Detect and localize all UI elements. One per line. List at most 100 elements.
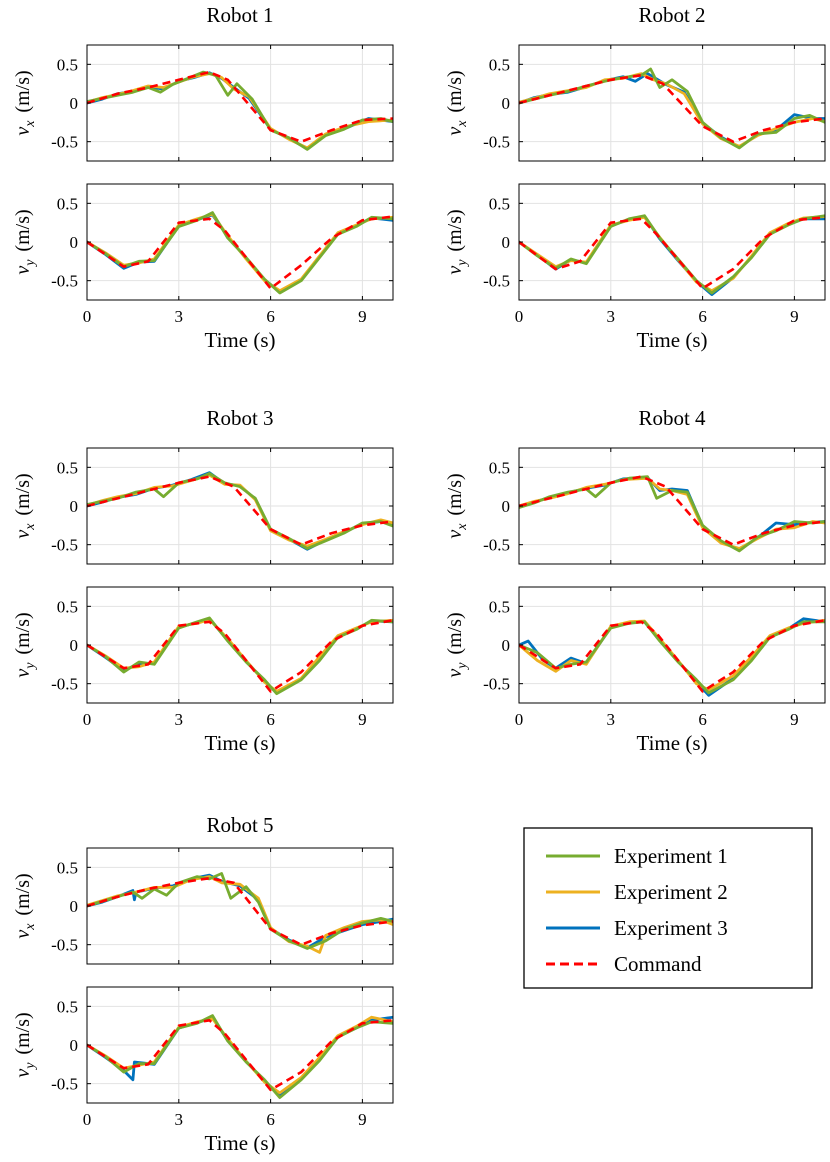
x-tick-label: 3 — [175, 710, 184, 729]
y-tick-label: -0.5 — [51, 536, 78, 555]
x-tick-label: 9 — [358, 307, 367, 326]
robot-panels: Robot 1 -0.5 0 0.5 vx(m/s) -0.5 0 0.5 vy(m/s) 0 3 6… — [12, 3, 826, 1155]
vy-axes: -0.5 0 0.5 vy(m/s) 0 3 6 9 Time (s) — [12, 183, 394, 352]
x-axis-label: Time (s) — [205, 328, 276, 352]
vy-axes: -0.5 0 0.5 vy(m/s) 0 3 6 9 Time (s) — [444, 183, 826, 352]
x-axis-label: Time (s) — [205, 731, 276, 755]
panel-title: Robot 4 — [638, 406, 706, 430]
y-tick-label: 0 — [502, 233, 511, 252]
y-tick-label: -0.5 — [483, 536, 510, 555]
x-tick-label: 6 — [698, 307, 707, 326]
y-tick-label: 0 — [502, 497, 511, 516]
series-line — [87, 872, 393, 950]
vx-axis-label: vx(m/s) — [12, 873, 38, 938]
x-tick-label: 0 — [515, 307, 524, 326]
y-tick-label: 0 — [70, 94, 79, 113]
x-tick-label: 3 — [175, 1110, 184, 1129]
legend: Experiment 1 Experiment 2 Experiment 3 Comm… — [523, 827, 813, 989]
series-line — [87, 473, 393, 548]
vx-axis-label: vx(m/s) — [444, 473, 470, 538]
x-tick-label: 9 — [358, 710, 367, 729]
legend-label: Experiment 3 — [614, 916, 728, 940]
y-tick-label: 0.5 — [489, 597, 510, 616]
y-tick-label: 0.5 — [57, 858, 78, 877]
x-tick-label: 3 — [607, 307, 616, 326]
x-tick-label: 9 — [358, 1110, 367, 1129]
legend-label: Experiment 1 — [614, 844, 728, 868]
y-tick-label: 0.5 — [57, 55, 78, 74]
y-tick-label: 0 — [70, 233, 79, 252]
x-tick-label: 0 — [83, 1110, 92, 1129]
panel-title: Robot 3 — [206, 406, 273, 430]
vy-axes: -0.5 0 0.5 vy(m/s) 0 3 6 9 Time (s) — [12, 986, 394, 1155]
y-tick-label: 0.5 — [57, 597, 78, 616]
y-tick-label: 0 — [502, 636, 511, 655]
y-tick-label: 0.5 — [57, 194, 78, 213]
command-line — [519, 73, 825, 143]
robot-panel: Robot 4 -0.5 0 0.5 vx(m/s) -0.5 0 0.5 vy(m/s) 0 3 6… — [444, 406, 826, 755]
command-line — [87, 876, 393, 947]
panel-title: Robot 1 — [206, 3, 273, 27]
y-tick-label: 0.5 — [57, 458, 78, 477]
command-line — [87, 70, 393, 143]
robot-panel: Robot 2 -0.5 0 0.5 vx(m/s) -0.5 0 0.5 vy(m/s) 0 3 6… — [444, 3, 826, 352]
x-tick-label: 9 — [790, 710, 799, 729]
command-line — [519, 475, 825, 547]
y-tick-label: -0.5 — [51, 272, 78, 291]
x-axis-label: Time (s) — [637, 328, 708, 352]
x-tick-label: 0 — [515, 710, 524, 729]
command-line — [87, 1018, 393, 1092]
vx-axes: -0.5 0 0.5 vx(m/s) — [12, 847, 394, 965]
x-tick-label: 0 — [83, 710, 92, 729]
y-tick-label: 0 — [70, 1036, 79, 1055]
robot-panel: Robot 5 -0.5 0 0.5 vx(m/s) -0.5 0 0.5 vy(m/s) 0 3 6… — [12, 813, 394, 1155]
x-tick-label: 6 — [266, 307, 275, 326]
y-tick-label: 0.5 — [57, 997, 78, 1016]
legend-label: Command — [614, 952, 702, 976]
y-tick-label: -0.5 — [483, 272, 510, 291]
legend-item: Experiment 3 — [546, 916, 728, 940]
x-tick-label: 9 — [790, 307, 799, 326]
x-axis-label: Time (s) — [637, 731, 708, 755]
command-line — [87, 619, 393, 693]
y-tick-label: -0.5 — [51, 133, 78, 152]
vy-axes: -0.5 0 0.5 vy(m/s) 0 3 6 9 Time (s) — [12, 586, 394, 755]
command-line — [519, 619, 825, 693]
vx-axis-label: vx(m/s) — [12, 473, 38, 538]
vy-axes: -0.5 0 0.5 vy(m/s) 0 3 6 9 Time (s) — [444, 586, 826, 755]
legend-item: Experiment 1 — [546, 844, 728, 868]
y-tick-label: 0.5 — [489, 55, 510, 74]
vy-axis-label: vy(m/s) — [12, 209, 38, 274]
x-axis-label: Time (s) — [205, 1131, 276, 1155]
command-line — [87, 475, 393, 547]
y-tick-label: 0.5 — [489, 458, 510, 477]
y-tick-label: -0.5 — [51, 936, 78, 955]
vx-axes: -0.5 0 0.5 vx(m/s) — [444, 44, 826, 162]
x-tick-label: 6 — [266, 1110, 275, 1129]
y-tick-label: -0.5 — [51, 1075, 78, 1094]
x-tick-label: 6 — [266, 710, 275, 729]
vy-axis-label: vy(m/s) — [12, 1012, 38, 1077]
series-line — [87, 72, 393, 150]
vy-axis-label: vy(m/s) — [444, 209, 470, 274]
y-tick-label: -0.5 — [51, 675, 78, 694]
vy-axis-label: vy(m/s) — [444, 612, 470, 677]
panel-title: Robot 2 — [638, 3, 705, 27]
command-line — [519, 216, 825, 290]
y-tick-label: -0.5 — [483, 133, 510, 152]
legend-item: Command — [546, 952, 702, 976]
x-tick-label: 0 — [83, 307, 92, 326]
y-tick-label: 0 — [70, 897, 79, 916]
panel-title: Robot 5 — [206, 813, 273, 837]
x-tick-label: 6 — [698, 710, 707, 729]
y-tick-label: -0.5 — [483, 675, 510, 694]
vx-axes: -0.5 0 0.5 vx(m/s) — [12, 447, 394, 565]
x-tick-label: 3 — [607, 710, 616, 729]
vx-axis-label: vx(m/s) — [12, 70, 38, 135]
y-tick-label: 0 — [70, 636, 79, 655]
y-tick-label: 0.5 — [489, 194, 510, 213]
vx-axis-label: vx(m/s) — [444, 70, 470, 135]
x-tick-label: 3 — [175, 307, 184, 326]
robot-panel: Robot 1 -0.5 0 0.5 vx(m/s) -0.5 0 0.5 vy(m/s) 0 3 6… — [12, 3, 394, 352]
